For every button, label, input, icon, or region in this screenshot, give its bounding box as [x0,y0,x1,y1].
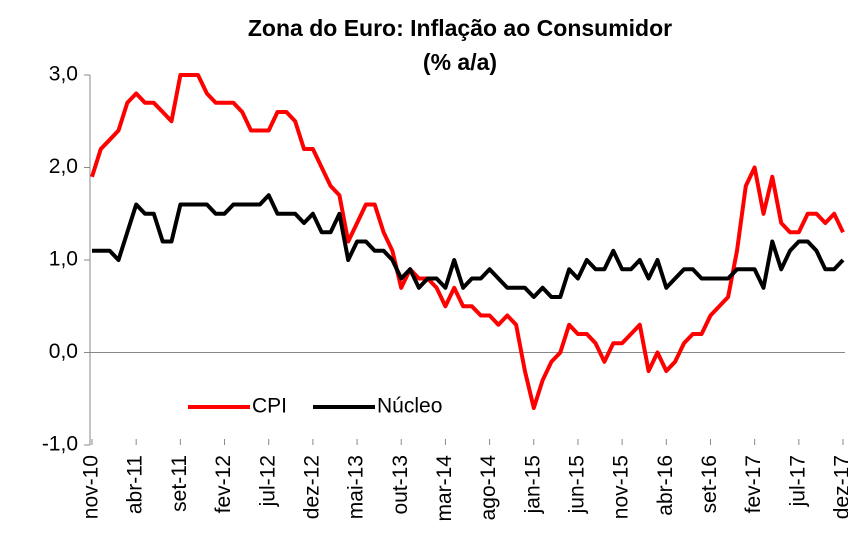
x-tick-label: jul-12 [256,455,279,507]
x-tick-label: nov-15 [610,455,633,519]
x-tick-label: mai-13 [345,455,368,519]
y-tick-label: 2,0 [49,155,78,178]
chart-subtitle: (% a/a) [423,49,497,75]
x-tick-label: nov-10 [80,455,103,519]
x-tick-label: jul-17 [786,455,809,507]
x-tick-label: fev-12 [212,455,235,513]
y-tick-label: 0,0 [49,340,78,363]
legend-label: Núcleo [377,395,442,418]
x-tick-label: abr-11 [124,455,147,514]
x-tick-label: ago-14 [477,455,500,521]
y-tick-label: -1,0 [42,433,78,456]
y-tick-label: 1,0 [49,248,78,271]
x-tick-label: set-11 [168,455,191,512]
series-line [92,193,845,299]
x-tick-label: jun-15 [565,455,588,514]
x-tick-label: abr-16 [654,455,677,516]
chart-title: Zona do Euro: Inflação ao Consumidor [248,15,672,41]
x-tick-label: dez-17 [831,455,848,519]
x-tick-label: fev-17 [742,455,765,513]
x-tick-label: out-13 [389,455,412,515]
series-line [90,73,845,410]
x-tick-label: jan-15 [521,455,544,514]
y-tick-label: 3,0 [49,63,78,86]
x-tick-label: dez-12 [300,455,323,519]
x-tick-label: mar-14 [433,455,456,522]
x-tick-label: set-16 [698,455,721,513]
legend-label: CPI [252,395,287,418]
